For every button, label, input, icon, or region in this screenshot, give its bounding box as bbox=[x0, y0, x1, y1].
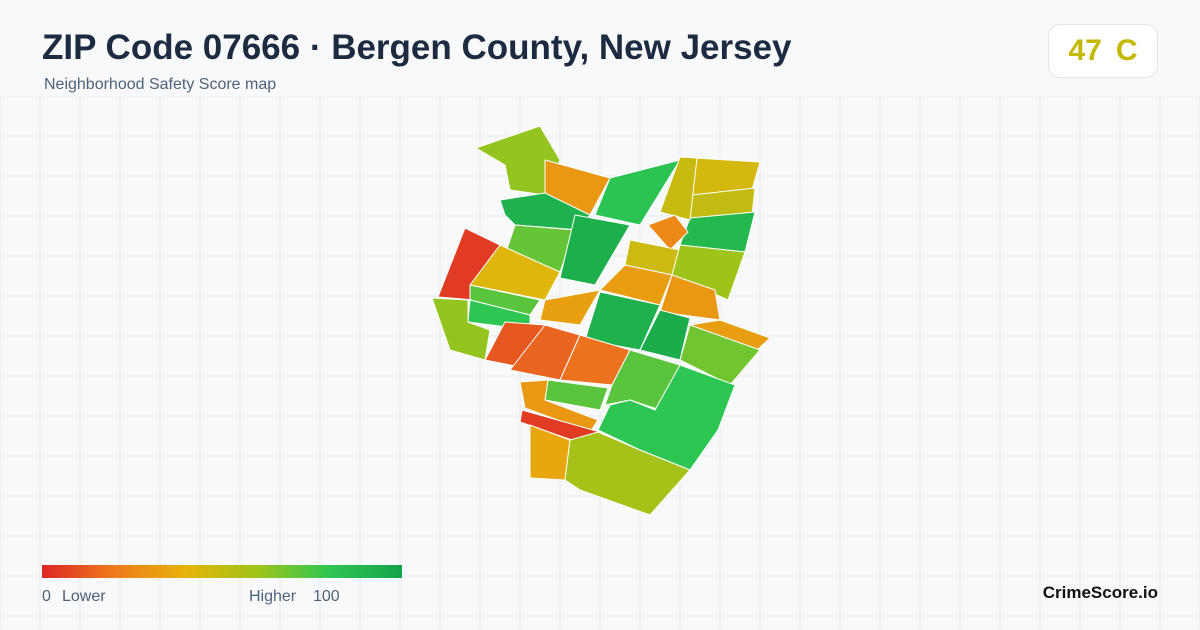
region bbox=[431, 297, 491, 361]
region bbox=[647, 214, 689, 251]
legend-min: 0 bbox=[42, 588, 51, 605]
region bbox=[559, 214, 631, 286]
region bbox=[519, 379, 599, 433]
score: 47 bbox=[1068, 34, 1102, 67]
region bbox=[671, 244, 746, 301]
brand: CrimeScore.io bbox=[1042, 583, 1158, 602]
grade: C bbox=[1115, 34, 1138, 67]
region bbox=[539, 289, 601, 326]
legend-max: 100 bbox=[313, 588, 340, 605]
score-badge: 47 C bbox=[1048, 24, 1158, 78]
region bbox=[594, 159, 681, 226]
region bbox=[659, 156, 698, 221]
subtitle: Neighborhood Safety Score map bbox=[44, 76, 277, 93]
region bbox=[564, 431, 691, 516]
region bbox=[597, 364, 736, 471]
legend-min-label: Lower bbox=[62, 588, 106, 605]
title: ZIP Code 07666 · Bergen County, New Jers… bbox=[42, 28, 792, 67]
legend-max-label: Higher bbox=[249, 588, 297, 605]
legend-gradient bbox=[42, 565, 402, 578]
